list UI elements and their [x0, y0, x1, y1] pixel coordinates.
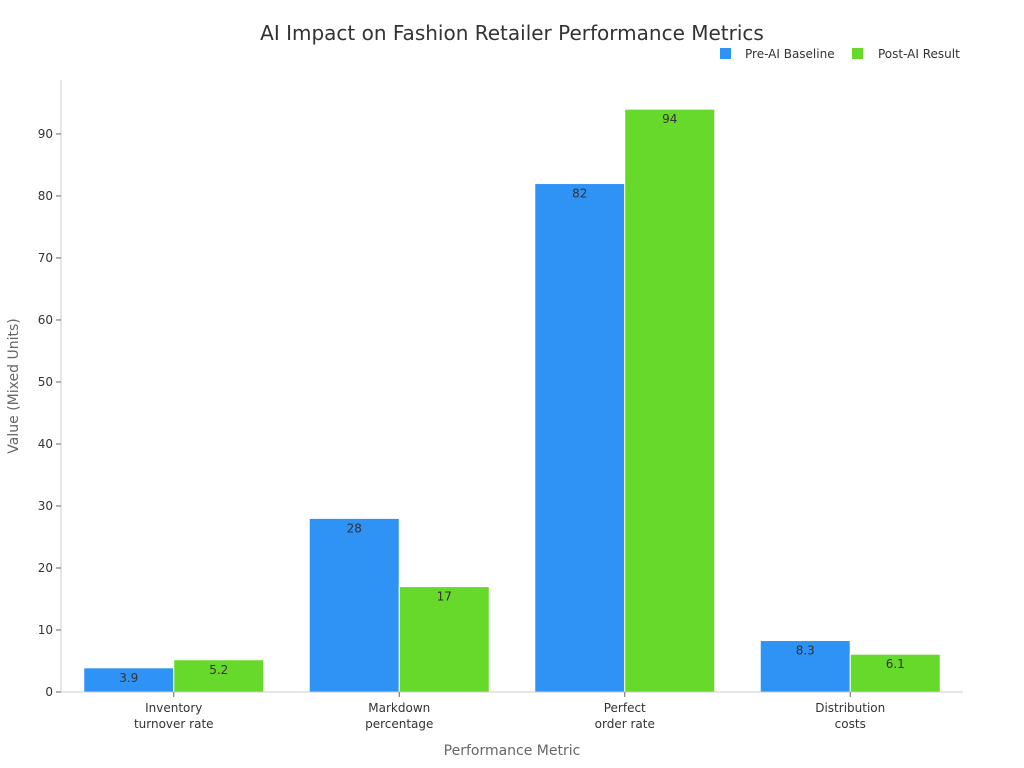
bars-group	[83, 108, 941, 693]
legend-swatch	[852, 48, 863, 59]
legend-label: Post-AI Result	[878, 47, 960, 61]
x-axis-ticks: Inventory turnover rate Markdown percentage…	[134, 692, 885, 731]
x-tick-label: order rate	[595, 717, 655, 731]
y-axis-ticks: 0 10 20 30 40 50 60 70 80 90	[38, 127, 61, 699]
y-tick-label: 10	[38, 623, 53, 637]
y-tick-label: 80	[38, 189, 53, 203]
y-axis-title: Value (Mixed Units)	[6, 318, 22, 453]
y-tick-label: 20	[38, 561, 53, 575]
bar-value-label: 28	[347, 521, 362, 535]
bar-post-ai	[624, 108, 716, 693]
bar-value-label: 6.1	[886, 657, 905, 671]
y-tick-label: 70	[38, 251, 53, 265]
x-tick-label: costs	[835, 717, 866, 731]
bar-pre-ai	[534, 183, 626, 693]
bar-pre-ai	[308, 517, 400, 693]
x-tick-label: percentage	[365, 717, 433, 731]
bar-value-label: 5.2	[209, 663, 228, 677]
bar-post-ai	[173, 659, 265, 693]
x-tick-label: turnover rate	[134, 717, 214, 731]
x-tick-label: Markdown	[368, 701, 430, 715]
bar-value-label: 8.3	[796, 644, 815, 658]
y-tick-label: 90	[38, 127, 53, 141]
y-tick-label: 0	[45, 685, 53, 699]
bar-post-ai	[398, 586, 490, 693]
x-tick-label: Inventory	[145, 701, 202, 715]
bar-value-label: 82	[572, 187, 587, 201]
x-tick-label: Distribution	[815, 701, 885, 715]
legend-label: Pre-AI Baseline	[745, 47, 835, 61]
chart-title: AI Impact on Fashion Retailer Performanc…	[260, 21, 764, 45]
y-tick-label: 30	[38, 499, 53, 513]
bar-value-label: 17	[437, 590, 452, 604]
data-labels-group: 3.9 5.2 28 17 82 94 8.3 6.1	[119, 112, 905, 685]
y-tick-label: 50	[38, 375, 53, 389]
y-tick-label: 40	[38, 437, 53, 451]
bar-value-label: 94	[662, 112, 677, 126]
bar-value-label: 3.9	[119, 671, 138, 685]
y-tick-label: 60	[38, 313, 53, 327]
legend-swatch	[720, 48, 731, 59]
x-axis-title: Performance Metric	[444, 743, 581, 759]
x-tick-label: Perfect	[604, 701, 646, 715]
legend: Pre-AI Baseline Post-AI Result	[720, 47, 960, 61]
bar-pre-ai	[83, 667, 175, 693]
bar-pre-ai	[759, 640, 851, 693]
